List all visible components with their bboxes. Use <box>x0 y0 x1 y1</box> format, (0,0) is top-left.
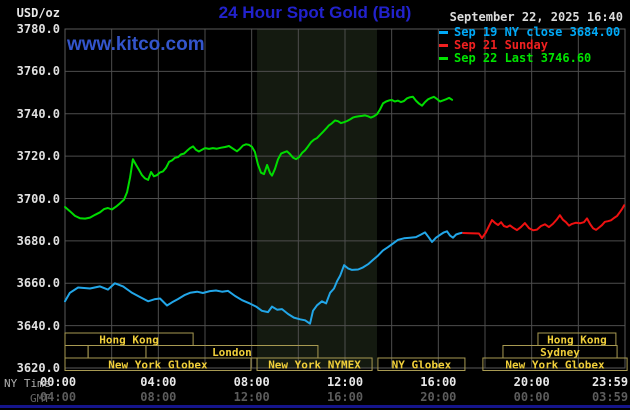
datetime-label: September 22, 2025 16:40 <box>449 10 623 24</box>
session-label: Sydney <box>540 346 580 359</box>
x-tick-label-gmt: 20:00 <box>420 390 457 404</box>
y-tick-label: 3700.0 <box>16 191 60 206</box>
bottom-border <box>0 405 630 408</box>
page-title: 24 Hour Spot Gold (Bid) <box>218 3 412 22</box>
session-box <box>377 357 466 371</box>
x-tick-label-ny: 23:59 <box>591 375 629 389</box>
legend: Sep 19 NY close 3684.00 Sep 21 Sunday Sep … <box>439 26 620 65</box>
x-tick-label-ny: 00:00 <box>39 375 77 389</box>
session-label: London <box>212 346 252 359</box>
x-tick-label-gmt: 03:59 <box>591 390 629 404</box>
ny-time-axis-label: NY Time <box>4 377 51 390</box>
x-tick-label-gmt: 00:00 <box>513 390 550 404</box>
session-label: NY Globex <box>392 358 452 371</box>
session-label: New York NYMEX <box>268 358 361 371</box>
legend-item: Sep 19 NY close 3684.00 <box>439 26 620 39</box>
x-tick-label-gmt: 08:00 <box>140 390 177 404</box>
series-line-sep-21 <box>462 204 626 240</box>
session-box <box>64 345 89 359</box>
x-tick-label-ny: 04:00 <box>140 375 177 389</box>
session-label: Hong Kong <box>99 333 159 346</box>
y-tick-label: 3640.0 <box>16 318 60 333</box>
y-tick-label: 3620.0 <box>16 361 60 375</box>
legend-item: Sep 22 Last 3746.60 <box>439 52 620 65</box>
legend-swatch <box>439 44 448 47</box>
legend-label: Sep 19 NY close 3684.00 <box>454 25 621 39</box>
session-label: New York Globex <box>505 358 605 371</box>
x-tick-label-ny: 20:00 <box>513 375 550 389</box>
y-tick-label: 3780.0 <box>16 22 60 36</box>
x-tick-label-gmt: 16:00 <box>326 390 364 404</box>
session-box <box>256 357 373 371</box>
y-tick-label: 3740.0 <box>16 106 60 121</box>
plot-frame <box>64 28 626 369</box>
series-line-sep-19 <box>64 230 463 325</box>
x-tick-label-ny: 08:00 <box>233 375 270 389</box>
x-tick-label-gmt: 04:00 <box>39 390 77 404</box>
unit-label: USD/oz <box>16 6 60 20</box>
y-tick-label: 3720.0 <box>16 149 60 164</box>
session-box <box>482 357 628 371</box>
legend-swatch <box>439 57 448 60</box>
session-box <box>64 357 252 371</box>
kitco-watermark: www.kitco.com <box>67 34 205 55</box>
x-tick-label-gmt: 12:00 <box>233 390 270 404</box>
y-tick-label: 3660.0 <box>16 276 60 291</box>
legend-item: Sep 21 Sunday <box>439 39 620 52</box>
legend-swatch <box>439 31 448 34</box>
session-label: Hong Kong <box>547 333 607 346</box>
x-tick-label-ny: 12:00 <box>326 375 364 389</box>
gmt-axis-label: GMT <box>30 392 50 405</box>
session-box <box>87 345 147 359</box>
session-label: New York Globex <box>108 358 208 371</box>
legend-label: Sep 21 Sunday <box>454 38 548 52</box>
series-line-sep-22 <box>64 95 454 220</box>
legend-label: Sep 22 Last 3746.60 <box>454 51 592 65</box>
y-tick-label: 3680.0 <box>16 233 60 248</box>
y-tick-label: 3760.0 <box>16 64 60 79</box>
x-tick-label-ny: 16:00 <box>420 375 457 389</box>
